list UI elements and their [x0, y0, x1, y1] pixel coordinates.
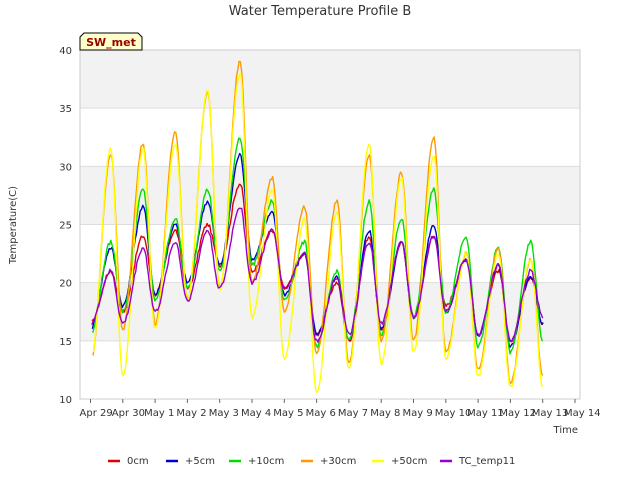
- x-axis: Apr 29 Apr 30 May 1 May 2 May 3 May 4 May 5 May…: [80, 399, 601, 419]
- x-tick-label: May 11: [467, 408, 504, 419]
- x-tick-label: May 3: [209, 408, 239, 419]
- legend-item: +30cm: [301, 456, 356, 467]
- x-tick-label: May 4: [241, 408, 271, 419]
- x-tick-label: May 5: [273, 408, 303, 419]
- series-line-50cm: [92, 72, 544, 393]
- y-tick-label: 25: [59, 221, 72, 232]
- station-label-box: [79, 32, 143, 51]
- series-layer: [91, 60, 544, 393]
- y-tick-label: 30: [59, 162, 72, 173]
- y-axis: 10 15 20 25 30 35 40: [59, 46, 72, 406]
- legend-item: +5cm: [166, 456, 215, 467]
- legend-item: +50cm: [372, 456, 427, 467]
- chart-title: Water Temperature Profile B: [229, 4, 412, 19]
- x-axis-label: Time: [553, 425, 578, 436]
- x-tick-label: May 1: [144, 408, 174, 419]
- y-axis-label: Temperature(C): [8, 186, 19, 265]
- x-tick-label: Apr 29: [80, 408, 113, 419]
- band-2: [80, 50, 580, 109]
- series-line-10cm: [92, 137, 544, 355]
- x-tick-label: May 13: [532, 408, 569, 419]
- legend-item: +10cm: [229, 456, 284, 467]
- legend-label: +30cm: [320, 456, 356, 467]
- x-tick-label: May 2: [176, 408, 206, 419]
- legend-label: TC_temp11: [458, 456, 515, 467]
- legend-item: TC_temp11: [440, 456, 515, 467]
- plot-area: [79, 49, 581, 400]
- legend-item: 0cm: [108, 456, 149, 467]
- x-tick-label: Apr 30: [112, 408, 145, 419]
- legend-label: +10cm: [248, 456, 284, 467]
- legend-label: 0cm: [127, 456, 149, 467]
- x-tick-label: May 6: [306, 408, 336, 419]
- x-tick-label: May 9: [403, 408, 433, 419]
- series-line-TCtemp11: [91, 207, 544, 343]
- x-tick-label: May 10: [435, 408, 472, 419]
- y-tick-label: 35: [59, 104, 72, 115]
- band-1: [80, 166, 580, 225]
- x-tick-label: May 8: [370, 408, 400, 419]
- y-tick-label: 20: [59, 279, 72, 290]
- station-label: SW_met: [79, 32, 143, 51]
- legend: 0cm +5cm +10cm +30cm +50cm TC_temp11: [108, 456, 515, 467]
- legend-label: +5cm: [185, 456, 215, 467]
- legend-label: +50cm: [391, 456, 427, 467]
- x-tick-label: May 7: [338, 408, 368, 419]
- y-tick-label: 10: [59, 395, 72, 406]
- y-tick-label: 40: [59, 46, 72, 57]
- station-label-text: SW_met: [86, 36, 136, 49]
- x-tick-label: May 14: [564, 408, 601, 419]
- y-tick-label: 15: [59, 337, 72, 348]
- x-tick-label: May 12: [499, 408, 536, 419]
